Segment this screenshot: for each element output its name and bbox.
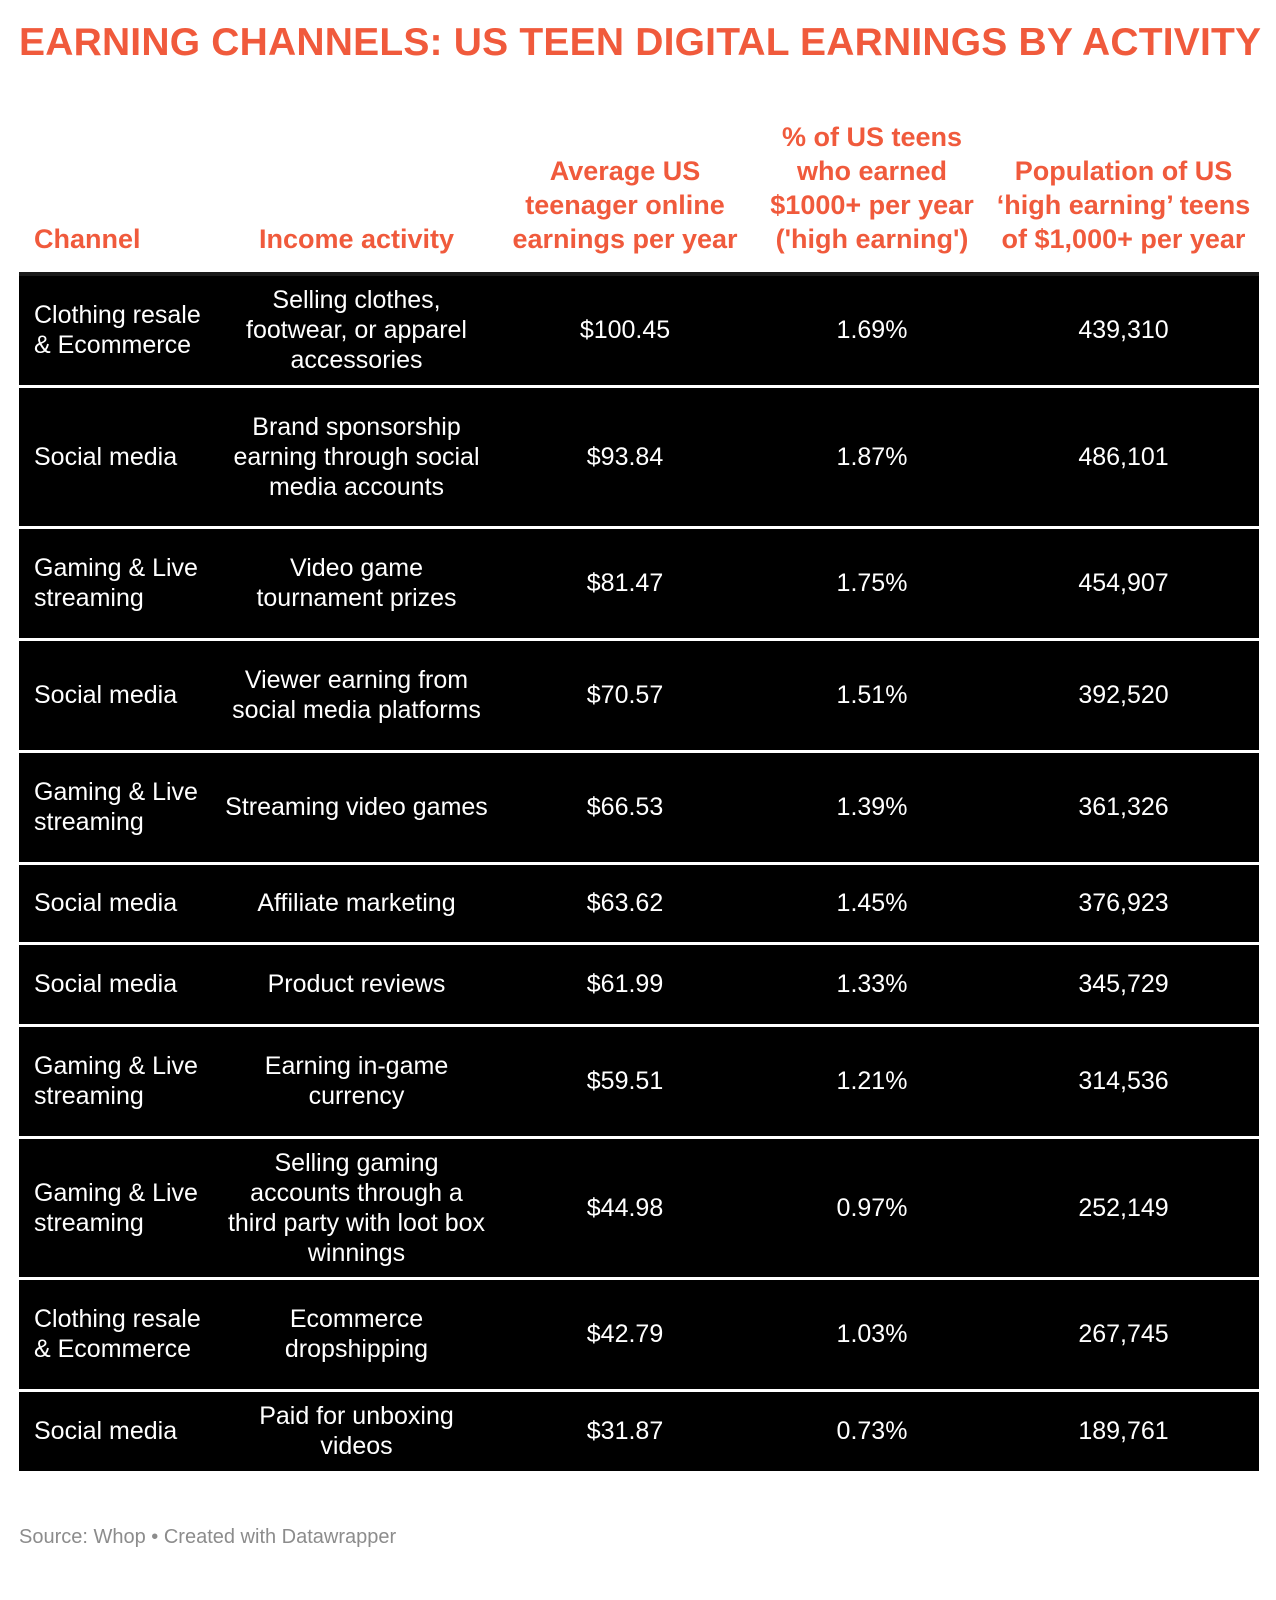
cell-high-earning-population: 267,745 — [1078, 1320, 1169, 1348]
cell-income-activity: Affiliate marketing — [257, 889, 456, 917]
cell-high-earning-percent: 1.33% — [836, 970, 908, 998]
cell-channel: Gaming & Live streaming — [34, 1052, 198, 1110]
cell-channel: Social media — [34, 970, 178, 998]
cell-channel: Social media — [34, 442, 178, 471]
cell-high-earning-percent: 1.21% — [836, 1067, 908, 1095]
table-row: Gaming & Live streaming Selling gaming ac… — [19, 1137, 1259, 1278]
cell-high-earning-percent: 0.73% — [836, 1417, 908, 1445]
table-row: Social media Brand sponsorship earning th… — [19, 386, 1259, 527]
cell-income-activity: Earning in-game currency — [264, 1052, 449, 1110]
cell-average-earnings: $42.79 — [586, 1320, 664, 1348]
earnings-table: Channel Income activity Average US teena… — [19, 100, 1259, 1474]
cell-high-earning-percent: 1.45% — [836, 889, 908, 917]
cell-income-activity: Paid for unboxing videos — [259, 1402, 454, 1460]
table-row: Clothing resale & Ecommerce Selling cloth… — [19, 274, 1259, 386]
cell-high-earning-population: 376,923 — [1078, 889, 1169, 917]
column-header-channel: Channel — [19, 100, 219, 276]
cell-income-activity: Video game tournament prizes — [256, 554, 457, 612]
cell-channel: Clothing resale & Ecommerce — [34, 301, 201, 360]
table-row: Social media Product reviews $61.99 1.33% 34… — [19, 943, 1259, 1025]
table-row: Social media Affiliate marketing $63.62 1.4… — [19, 863, 1259, 943]
cell-high-earning-percent: 1.39% — [836, 793, 908, 821]
cell-high-earning-population: 439,310 — [1078, 316, 1169, 345]
cell-channel: Social media — [34, 889, 178, 917]
cell-average-earnings: $61.99 — [586, 970, 664, 998]
column-header-income-activity: Income activity — [219, 100, 494, 276]
source-note: Source: Whop • Created with Datawrapper — [19, 1526, 397, 1548]
cell-high-earning-percent: 1.75% — [836, 569, 908, 597]
cell-channel: Social media — [34, 1417, 178, 1445]
cell-high-earning-population: 361,326 — [1078, 793, 1169, 821]
cell-high-earning-population: 189,761 — [1078, 1417, 1169, 1445]
cell-channel: Gaming & Live streaming — [34, 778, 198, 836]
cell-average-earnings: $44.98 — [586, 1193, 664, 1222]
cell-high-earning-population: 392,520 — [1078, 681, 1169, 709]
cell-income-activity: Product reviews — [267, 970, 446, 998]
cell-average-earnings: $70.57 — [586, 681, 664, 709]
cell-high-earning-percent: 1.69% — [836, 316, 908, 345]
cell-average-earnings: $81.47 — [586, 569, 664, 597]
cell-average-earnings: $100.45 — [579, 316, 671, 345]
table-row: Gaming & Live streaming Earning in-game c… — [19, 1025, 1259, 1137]
chart-title: EARNING CHANNELS: US TEEN DIGITAL EARNIN… — [19, 21, 1262, 64]
cell-high-earning-percent: 1.51% — [836, 681, 908, 709]
table-row: Gaming & Live streaming Video game tourna… — [19, 527, 1259, 639]
cell-average-earnings: $66.53 — [586, 793, 664, 821]
column-header-high-earning-population: Population of US ‘high earning’ teens of… — [988, 100, 1259, 276]
cell-channel: Gaming & Live streaming — [34, 554, 198, 612]
cell-average-earnings: $93.84 — [586, 442, 664, 471]
cell-income-activity: Viewer earning from social media platfor… — [232, 666, 481, 724]
cell-high-earning-percent: 1.03% — [836, 1320, 908, 1348]
cell-channel: Gaming & Live streaming — [34, 1178, 198, 1237]
table-body: Clothing resale & Ecommerce Selling cloth… — [19, 274, 1259, 1472]
cell-high-earning-percent: 1.87% — [836, 442, 908, 471]
table-row: Clothing resale & Ecommerce Ecommerce dro… — [19, 1278, 1259, 1390]
cell-high-earning-population: 252,149 — [1078, 1193, 1169, 1222]
table-row: Social media Viewer earning from social m… — [19, 639, 1259, 751]
cell-high-earning-population: 345,729 — [1078, 970, 1169, 998]
column-header-average-earnings: Average US teenager online earnings per … — [494, 100, 756, 276]
cell-high-earning-percent: 0.97% — [836, 1193, 908, 1222]
cell-high-earning-population: 486,101 — [1078, 442, 1169, 471]
cell-income-activity: Streaming video games — [225, 793, 488, 821]
cell-average-earnings: $31.87 — [586, 1417, 664, 1445]
cell-average-earnings: $63.62 — [586, 889, 664, 917]
column-header-high-earning-percent: % of US teens who earned $1000+ per year… — [756, 100, 988, 276]
table-row: Social media Paid for unboxing videos $31.… — [19, 1390, 1259, 1472]
table-row: Gaming & Live streaming Streaming video g… — [19, 751, 1259, 863]
cell-income-activity: Selling clothes, footwear, or apparel ac… — [246, 286, 467, 375]
table-header: Channel Income activity Average US teena… — [19, 100, 1259, 276]
cell-average-earnings: $59.51 — [586, 1067, 664, 1095]
cell-income-activity: Ecommerce dropshipping — [284, 1305, 429, 1363]
cell-channel: Social media — [34, 681, 178, 709]
cell-income-activity: Selling gaming accounts through a third … — [227, 1148, 486, 1267]
cell-high-earning-population: 454,907 — [1078, 569, 1169, 597]
cell-high-earning-population: 314,536 — [1078, 1067, 1169, 1095]
cell-income-activity: Brand sponsorship earning through social… — [233, 412, 480, 501]
cell-channel: Clothing resale & Ecommerce — [34, 1305, 201, 1363]
